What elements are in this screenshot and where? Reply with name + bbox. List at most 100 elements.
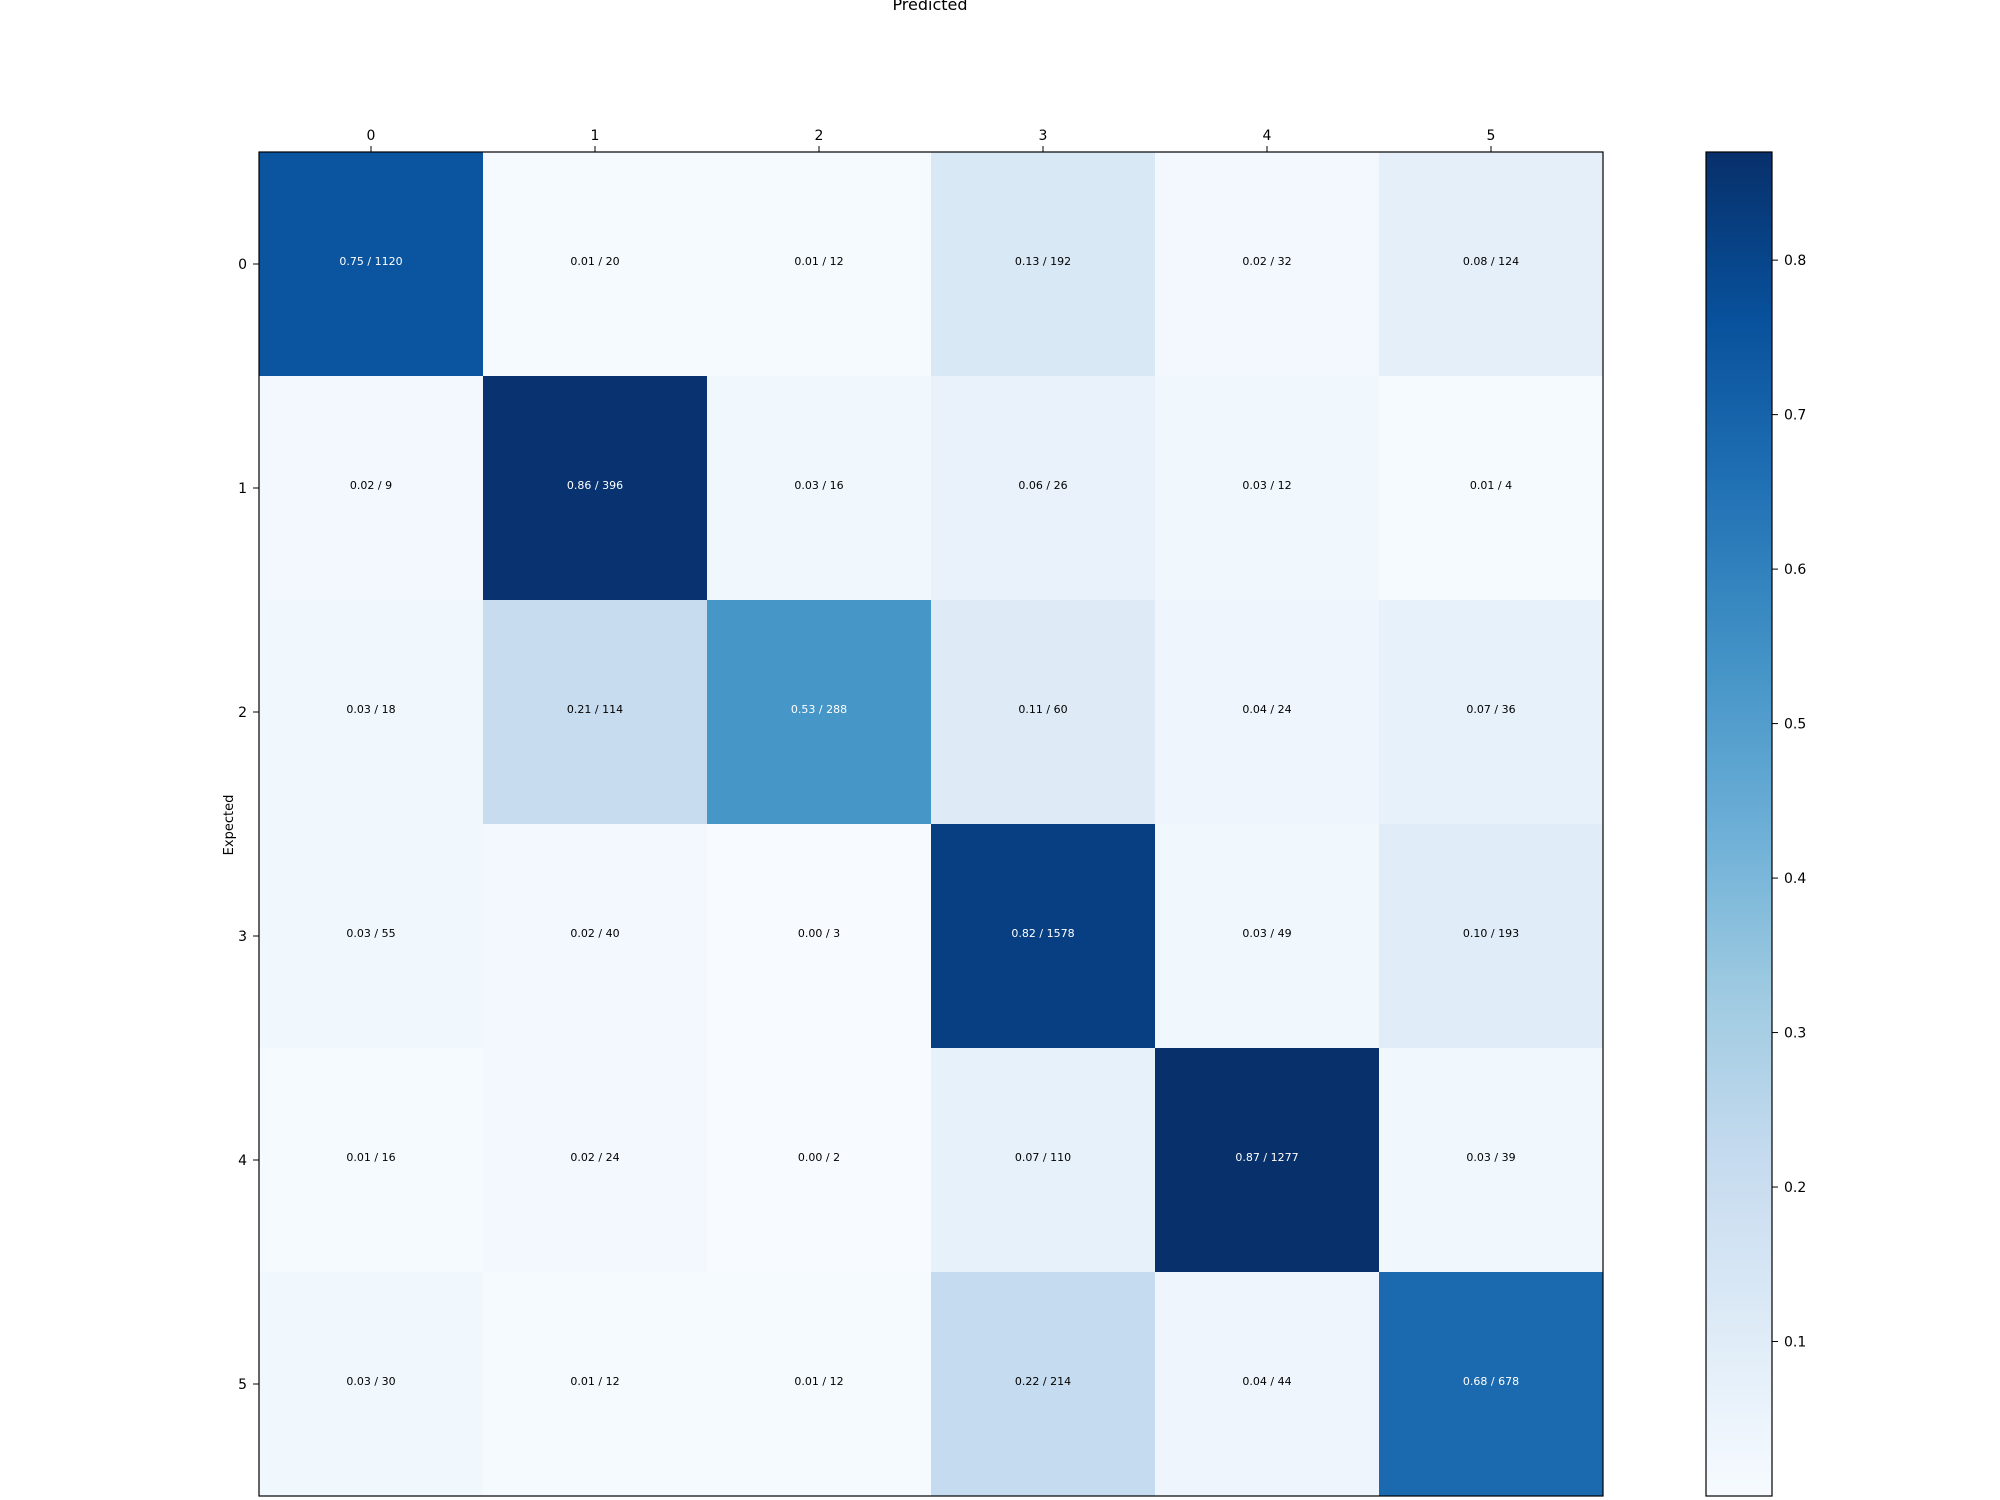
cell-value-label: 0.01 / 12: [570, 1375, 619, 1388]
colorbar-tick-label: 0.4: [1784, 871, 1806, 887]
cell-value-label: 0.01 / 12: [794, 255, 843, 268]
x-tick-label: 3: [1039, 128, 1048, 144]
colorbar-tick-label: 0.5: [1784, 717, 1806, 733]
heatmap-cell: [1379, 600, 1604, 825]
heatmap-cell: [483, 152, 708, 377]
cell-value-label: 0.01 / 4: [1470, 479, 1512, 492]
y-axis-label: Expected: [222, 795, 237, 856]
heatmap-cell: [707, 152, 932, 377]
y-tick-label: 5: [238, 1377, 247, 1393]
x-tick-label: 5: [1487, 128, 1496, 144]
cell-value-label: 0.02 / 32: [1242, 255, 1291, 268]
cell-value-label: 0.02 / 9: [350, 479, 392, 492]
y-tick-label: 2: [238, 705, 247, 721]
cell-value-label: 0.01 / 12: [794, 1375, 843, 1388]
heatmap-cells: 0.75 / 1120 0.01 / 20 0.01 / 12 0.13 / 192 0…: [259, 152, 1604, 1497]
colorbar-tick-label: 0.1: [1784, 1335, 1806, 1351]
heatmap-cell: [1379, 1272, 1604, 1497]
cell-value-label: 0.03 / 39: [1466, 1151, 1515, 1164]
cell-value-label: 0.03 / 12: [1242, 479, 1291, 492]
cell-value-label: 0.03 / 55: [346, 927, 395, 940]
cell-value-label: 0.00 / 3: [798, 927, 840, 940]
heatmap-cell: [707, 376, 932, 601]
colorbar: [1705, 151, 1773, 1497]
x-tick-label: 1: [591, 128, 600, 144]
heatmap-cell: [1379, 376, 1604, 601]
cell-value-label: 0.07 / 110: [1015, 1151, 1071, 1164]
heatmap-cell: [1379, 152, 1604, 377]
colorbar-tick-label: 0.3: [1784, 1026, 1806, 1042]
cell-value-label: 0.13 / 192: [1015, 255, 1071, 268]
heatmap-cell: [259, 600, 484, 825]
cell-value-label: 0.07 / 36: [1466, 703, 1515, 716]
heatmap-cell: [1155, 600, 1380, 825]
cell-value-label: 0.03 / 49: [1242, 927, 1291, 940]
heatmap-cell: [1155, 1048, 1380, 1273]
heatmap-cell: [1379, 1048, 1604, 1273]
colorbar-tick-label: 0.7: [1784, 408, 1806, 424]
heatmap-cell: [259, 1048, 484, 1273]
cell-value-label: 0.86 / 396: [567, 479, 623, 492]
cell-value-label: 0.68 / 678: [1463, 1375, 1519, 1388]
heatmap-cell: [931, 152, 1156, 377]
heatmap-cell: [259, 376, 484, 601]
heatmap-cell: [1155, 152, 1380, 377]
heatmap-cell: [931, 1048, 1156, 1273]
colorbar-tick-label: 0.8: [1784, 253, 1806, 269]
cell-value-label: 0.02 / 40: [570, 927, 619, 940]
heatmap-cell: [259, 824, 484, 1049]
x-tick-label: 2: [815, 128, 824, 144]
heatmap-cell: [483, 824, 708, 1049]
x-axis: 0 1 2 3 4 5: [367, 128, 1496, 152]
heatmap-cell: [259, 152, 484, 377]
cell-value-label: 0.03 / 18: [346, 703, 395, 716]
cell-value-label: 0.10 / 193: [1463, 927, 1519, 940]
cell-value-label: 0.01 / 16: [346, 1151, 395, 1164]
colorbar-axis: 0.1 0.2 0.3 0.4 0.5 0.6 0.7 0.8: [1772, 253, 1806, 1351]
y-axis: 0 1 2 3 4 5: [238, 257, 259, 1393]
heatmap-cell: [707, 1272, 932, 1497]
cell-value-label: 0.22 / 214: [1015, 1375, 1071, 1388]
y-tick-label: 3: [238, 929, 247, 945]
heatmap-cell: [259, 1272, 484, 1497]
y-tick-label: 0: [238, 257, 247, 273]
y-tick-label: 1: [238, 481, 247, 497]
heatmap-cell: [1155, 1272, 1380, 1497]
cell-value-label: 0.01 / 20: [570, 255, 619, 268]
heatmap-cell: [707, 600, 932, 825]
heatmap-cell: [931, 824, 1156, 1049]
cell-value-label: 0.00 / 2: [798, 1151, 840, 1164]
heatmap-cell: [1379, 824, 1604, 1049]
heatmap-cell: [707, 824, 932, 1049]
cell-value-label: 0.82 / 1578: [1011, 927, 1074, 940]
heatmap-cell: [931, 600, 1156, 825]
cell-value-label: 0.03 / 16: [794, 479, 843, 492]
heatmap-cell: [707, 1048, 932, 1273]
cell-value-label: 0.02 / 24: [570, 1151, 619, 1164]
cell-value-label: 0.08 / 124: [1463, 255, 1519, 268]
cell-value-label: 0.75 / 1120: [339, 255, 402, 268]
y-tick-label: 4: [238, 1153, 247, 1169]
heatmap-cell: [1155, 376, 1380, 601]
x-tick-label: 0: [367, 128, 376, 144]
colorbar-tick-label: 0.6: [1784, 562, 1806, 578]
heatmap-cell: [931, 376, 1156, 601]
heatmap-cell: [1155, 824, 1380, 1049]
heatmap-cell: [483, 376, 708, 601]
heatmap-cell: [483, 1048, 708, 1273]
heatmap-frame: [258, 151, 1604, 1497]
heatmap-cell: [931, 1272, 1156, 1497]
cell-value-label: 0.06 / 26: [1018, 479, 1067, 492]
cell-value-label: 0.04 / 24: [1242, 703, 1291, 716]
cell-value-label: 0.53 / 288: [791, 703, 847, 716]
x-tick-label: 4: [1263, 128, 1272, 144]
cell-value-label: 0.03 / 30: [346, 1375, 395, 1388]
cell-value-label: 0.04 / 44: [1242, 1375, 1291, 1388]
cell-value-label: 0.87 / 1277: [1235, 1151, 1298, 1164]
chart-title: Predicted: [892, 0, 967, 14]
heatmap-cell: [483, 1272, 708, 1497]
colorbar-tick-label: 0.2: [1784, 1180, 1806, 1196]
cell-value-label: 0.21 / 114: [567, 703, 623, 716]
heatmap-cell: [483, 600, 708, 825]
